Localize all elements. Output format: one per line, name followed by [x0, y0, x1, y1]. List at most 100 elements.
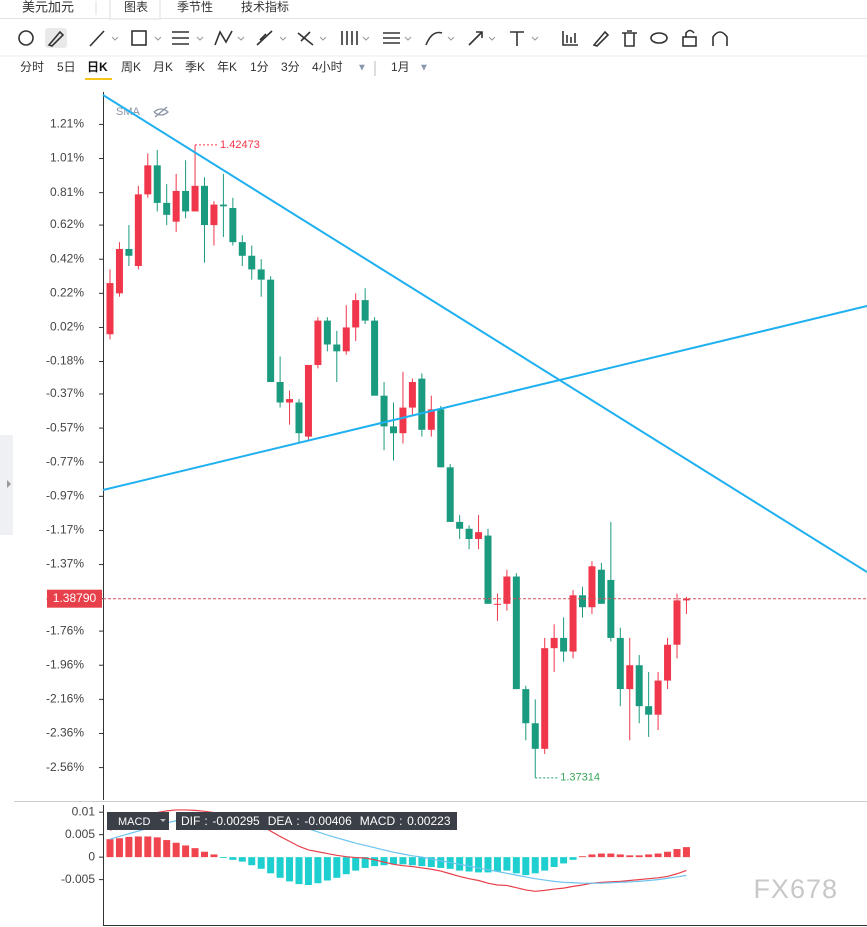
period[interactable]: 日K: [87, 60, 108, 74]
y-tick-label: -0.18%: [46, 354, 84, 368]
macd-bar: [304, 857, 312, 885]
range[interactable]: 1月: [391, 60, 410, 74]
tool-icon[interactable]: [712, 31, 728, 46]
candle-body: [597, 569, 605, 604]
y-tick-label: -1.17%: [46, 523, 84, 537]
candle-body: [286, 399, 294, 403]
tool-icon[interactable]: [297, 31, 314, 46]
y-tick-label: -2.16%: [46, 692, 84, 706]
tool-icon[interactable]: [592, 30, 610, 47]
macd-bar: [579, 856, 586, 858]
period[interactable]: 3分: [281, 60, 300, 74]
candle-body: [493, 603, 501, 605]
y-tick-label: 0.62%: [50, 217, 84, 231]
tool-icon[interactable]: [468, 31, 483, 46]
macd-bar: [229, 857, 237, 860]
macd-bar: [541, 857, 549, 871]
macd-bar: [673, 849, 681, 858]
legend-value: -0.00295: [212, 814, 260, 828]
macd-bar: [182, 845, 190, 858]
y-tick-label: -2.56%: [46, 760, 84, 774]
period[interactable]: 分时: [20, 60, 44, 74]
low-marker-label: 1.37314: [560, 772, 600, 784]
tool-icon[interactable]: [622, 30, 637, 47]
candle-body: [635, 665, 643, 707]
tool-icon[interactable]: [650, 32, 668, 44]
period[interactable]: 4小时: [312, 60, 343, 74]
legend-value: -0.00406: [304, 814, 352, 828]
tool-icon[interactable]: [256, 30, 273, 46]
tool-icon[interactable]: [47, 30, 65, 47]
watermark: FX678: [753, 874, 838, 904]
y-tick-label: 0.005: [65, 827, 95, 841]
candle-body: [229, 208, 237, 243]
macd-bar: [238, 857, 246, 862]
candle-body: [484, 535, 492, 604]
tool-icon[interactable]: [562, 31, 578, 46]
legend-name: MACD: [360, 814, 396, 828]
trend-line[interactable]: [102, 94, 867, 573]
y-tick-label: -1.76%: [46, 623, 84, 637]
tab[interactable]: 季节性: [177, 0, 213, 14]
macd-button[interactable]: [107, 812, 169, 830]
candle-body: [153, 165, 161, 203]
tool-icon[interactable]: [18, 30, 34, 46]
tool-icon[interactable]: [172, 31, 189, 45]
candle-body: [333, 344, 341, 352]
macd-bar: [153, 837, 161, 858]
period[interactable]: 季K: [185, 60, 205, 74]
macd-bar: [635, 855, 643, 858]
tool-icon[interactable]: [383, 32, 400, 44]
y-tick-label: -2.36%: [46, 726, 84, 740]
macd-bar: [219, 857, 227, 859]
tool-icon[interactable]: [682, 36, 697, 47]
trend-line[interactable]: [102, 305, 867, 491]
last-price-box: [47, 589, 102, 608]
y-tick-label: -0.77%: [46, 454, 84, 468]
candle-body: [106, 283, 114, 335]
macd-bar: [286, 857, 294, 882]
tab[interactable]: 图表: [124, 0, 148, 14]
macd-bar: [390, 857, 397, 865]
tool-icon[interactable]: [510, 31, 524, 46]
tab[interactable]: 技术指标: [241, 0, 289, 14]
candle-body: [342, 327, 350, 352]
candle-body: [191, 185, 199, 212]
period[interactable]: 5日: [57, 60, 76, 74]
tool-icon[interactable]: [214, 30, 233, 46]
high-marker-label: 1.42473: [220, 139, 260, 151]
candle-body: [352, 300, 360, 328]
tool-icon[interactable]: [131, 30, 147, 46]
period[interactable]: 周K: [121, 60, 141, 74]
candle-body: [579, 595, 586, 608]
candle-body: [304, 364, 312, 437]
candle-body: [295, 402, 303, 434]
period[interactable]: 1分: [250, 60, 269, 74]
period[interactable]: 年K: [217, 60, 237, 74]
period[interactable]: 月K: [153, 60, 173, 74]
candle-body: [682, 598, 690, 601]
macd-bar: [115, 838, 123, 858]
y-tick-label: 0.42%: [50, 251, 84, 265]
dropdown-caret: ▼: [357, 63, 367, 74]
macd-bar: [295, 857, 303, 885]
candle-body: [673, 600, 681, 645]
macd-bar: [654, 853, 662, 858]
symbol: 美元加元: [22, 0, 74, 14]
candle-body: [276, 382, 284, 403]
y-tick-label: 1.21%: [50, 117, 84, 131]
tool-icon[interactable]: [89, 30, 105, 47]
tool-icon[interactable]: [425, 31, 443, 46]
macd-bar: [144, 836, 152, 858]
macd-legend: [176, 812, 457, 830]
tool-icon[interactable]: [341, 31, 358, 45]
side-handle[interactable]: [0, 435, 13, 535]
candle-body: [446, 467, 454, 522]
dropdown-caret: [160, 819, 166, 822]
tool-icon[interactable]: [685, 29, 695, 38]
eye-off-icon[interactable]: [153, 106, 169, 118]
candle-body: [182, 190, 190, 212]
macd-bar: [569, 857, 577, 860]
active-tab-box: [109, 0, 161, 20]
